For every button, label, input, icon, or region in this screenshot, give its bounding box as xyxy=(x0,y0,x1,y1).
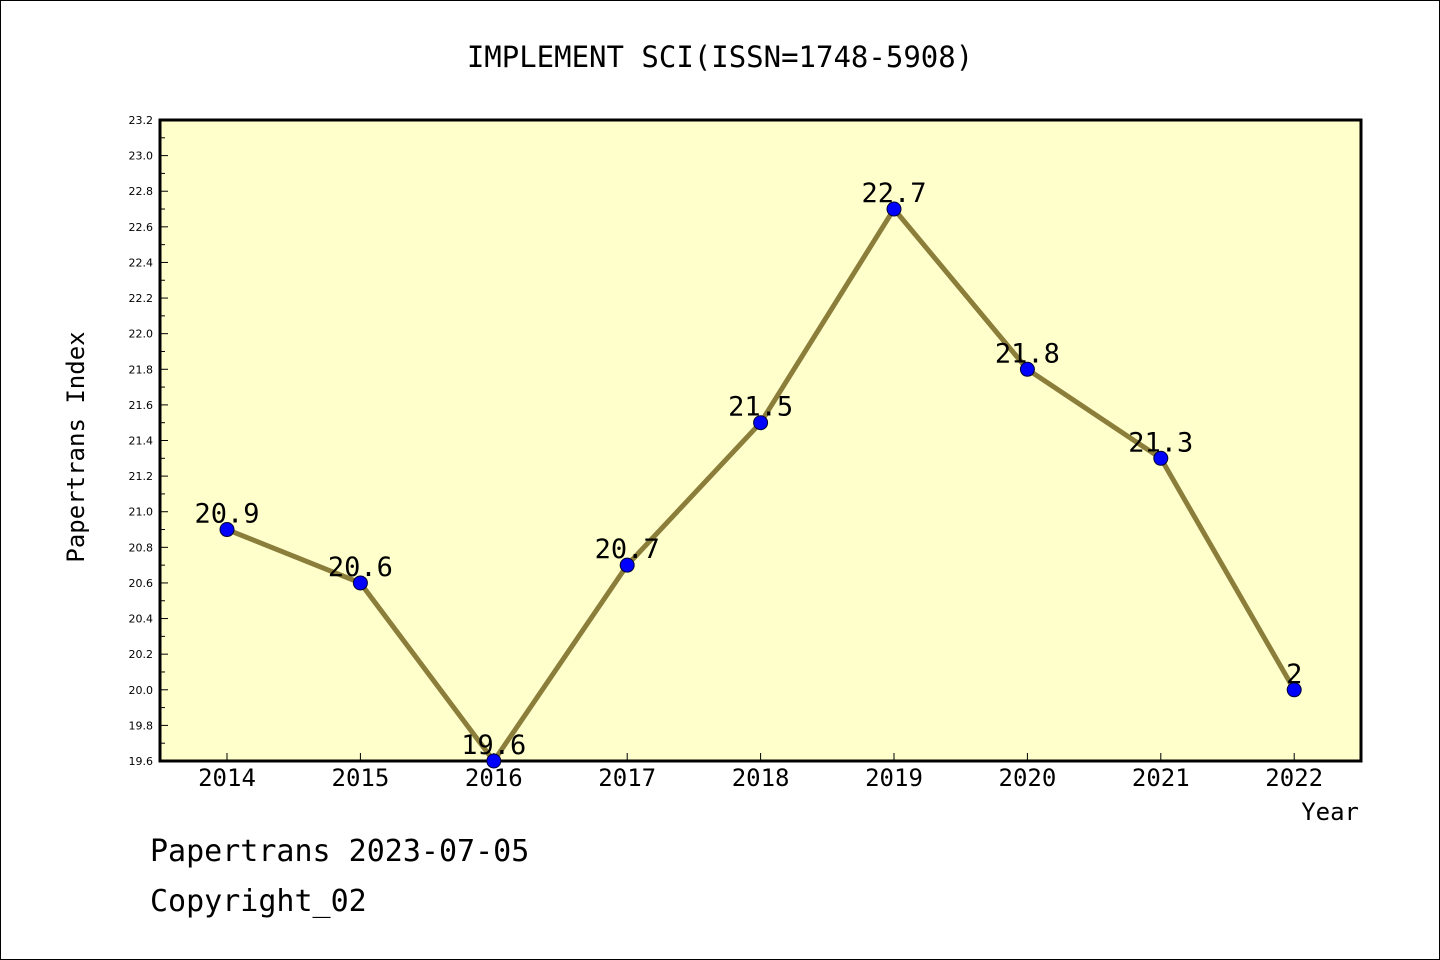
data-point xyxy=(619,557,635,573)
footer-copyright: Copyright_02 xyxy=(150,884,367,919)
y-tick-label: 21.2 xyxy=(129,470,154,483)
y-tick-label: 20.8 xyxy=(129,541,154,554)
y-tick-label: 21.6 xyxy=(129,399,154,412)
data-label: 20.6 xyxy=(328,552,393,583)
y-tick-label: 21.0 xyxy=(129,506,154,519)
x-tick-label: 2018 xyxy=(732,764,790,792)
y-tick-label: 23.0 xyxy=(129,150,154,163)
y-tick-label: 21.8 xyxy=(129,363,154,376)
data-point xyxy=(1019,361,1035,377)
y-tick-label: 19.6 xyxy=(129,755,154,768)
footer-date: Papertrans 2023-07-05 xyxy=(150,834,530,869)
data-label: 21.5 xyxy=(728,392,793,423)
y-tick-label: 22.2 xyxy=(129,292,154,305)
y-axis: 19.6 19.8 20.0 20.2 20.4 20.6 20.8 21.0 21.2 21.4… xyxy=(129,114,168,768)
data-point xyxy=(753,415,769,431)
chart-title: IMPLEMENT SCI(ISSN=1748-5908) xyxy=(467,40,973,74)
x-tick-label: 2017 xyxy=(598,764,656,792)
data-point xyxy=(486,753,502,769)
data-labels: 20.9 20.6 19.6 20.7 21.5 22.7 21.8 21.3 2 xyxy=(194,178,1302,761)
series-markers xyxy=(219,201,1302,769)
data-point xyxy=(219,522,235,538)
x-tick-label: 2019 xyxy=(865,764,923,792)
x-axis-label: Year xyxy=(1301,798,1359,826)
y-tick-label: 19.8 xyxy=(129,719,154,732)
x-tick-label: 2021 xyxy=(1132,764,1190,792)
y-tick-label: 22.0 xyxy=(129,328,154,341)
x-axis: 2014 2015 2016 2017 2018 2019 2020 2021 2022 xyxy=(198,753,1323,792)
y-tick-label: 23.2 xyxy=(129,114,154,127)
data-label: 20.7 xyxy=(595,534,660,565)
x-tick-label: 2020 xyxy=(999,764,1057,792)
x-tick-label: 2014 xyxy=(198,764,256,792)
y-axis-label: Papertrans Index xyxy=(62,331,90,562)
data-label: 2 xyxy=(1286,659,1302,690)
y-tick-label: 20.0 xyxy=(129,684,154,697)
x-tick-label: 2015 xyxy=(332,764,390,792)
y-tick-label: 22.6 xyxy=(129,221,154,234)
data-point xyxy=(352,575,368,591)
y-tick-label: 22.4 xyxy=(129,256,154,269)
data-point xyxy=(886,201,902,217)
data-point xyxy=(1153,450,1169,466)
plot-area xyxy=(158,118,1363,763)
data-label: 21.3 xyxy=(1128,427,1193,458)
y-tick-label: 20.2 xyxy=(129,648,154,661)
y-tick-label: 22.8 xyxy=(129,185,154,198)
y-tick-label: 21.4 xyxy=(129,435,154,448)
data-label: 19.6 xyxy=(461,730,526,761)
x-tick-label: 2022 xyxy=(1265,764,1323,792)
y-tick-label: 20.4 xyxy=(129,613,154,626)
data-label: 22.7 xyxy=(861,178,926,209)
data-point xyxy=(1286,682,1302,698)
data-label: 21.8 xyxy=(995,338,1060,369)
y-tick-label: 20.6 xyxy=(129,577,154,590)
data-label: 20.9 xyxy=(194,499,259,530)
x-tick-label: 2016 xyxy=(465,764,523,792)
